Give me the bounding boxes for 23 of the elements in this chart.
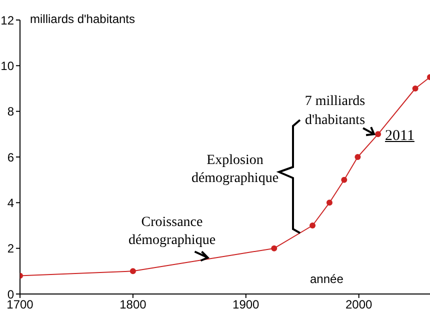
y-axis-title: milliards d'habitants: [30, 12, 136, 26]
point: [271, 245, 278, 252]
annotation: Explosion démographique: [190, 152, 280, 188]
x-tick-label: 2000: [345, 298, 373, 312]
point: [326, 200, 332, 206]
y-tick-label: 10: [0, 58, 14, 73]
y-tick-label: 4: [7, 196, 14, 210]
point: [130, 268, 136, 274]
y-tick-label: 8: [7, 104, 14, 119]
point: [310, 222, 316, 228]
x-tick-label: 1800: [120, 298, 147, 312]
y-tick-label: 12: [0, 13, 14, 28]
y-tick-label: 2: [7, 242, 14, 256]
y-tick-label: 6: [7, 150, 14, 164]
annotation: 7 milliards d'habitants: [304, 93, 366, 130]
point: [412, 86, 418, 92]
point: [341, 176, 348, 183]
x-axis-title: année: [310, 272, 344, 286]
annotation: Croissance démographique: [127, 214, 217, 250]
annotation: 2011: [385, 128, 414, 145]
point: [354, 154, 361, 160]
point: [375, 131, 382, 138]
x-tick-label: 1900: [232, 298, 260, 312]
